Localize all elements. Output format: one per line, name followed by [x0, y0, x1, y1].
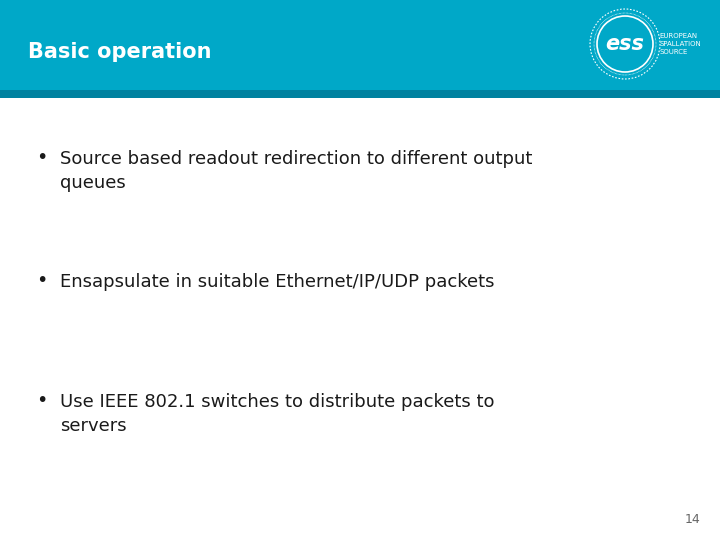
Circle shape — [597, 16, 653, 72]
Text: •: • — [36, 271, 48, 290]
Bar — [0, 0, 720, 90]
Text: EUROPEAN
SPALLATION
SOURCE: EUROPEAN SPALLATION SOURCE — [659, 32, 701, 56]
Text: Ensapsulate in suitable Ethernet/IP/UDP packets: Ensapsulate in suitable Ethernet/IP/UDP … — [60, 273, 495, 291]
Text: 14: 14 — [684, 513, 700, 526]
Text: •: • — [36, 148, 48, 167]
Bar — [0, 90, 720, 98]
Text: Source based readout redirection to different output
queues: Source based readout redirection to diff… — [60, 150, 532, 192]
Text: •: • — [36, 391, 48, 410]
Text: ess: ess — [606, 34, 644, 54]
Text: Basic operation: Basic operation — [28, 42, 212, 62]
Text: Use IEEE 802.1 switches to distribute packets to
servers: Use IEEE 802.1 switches to distribute pa… — [60, 393, 495, 435]
